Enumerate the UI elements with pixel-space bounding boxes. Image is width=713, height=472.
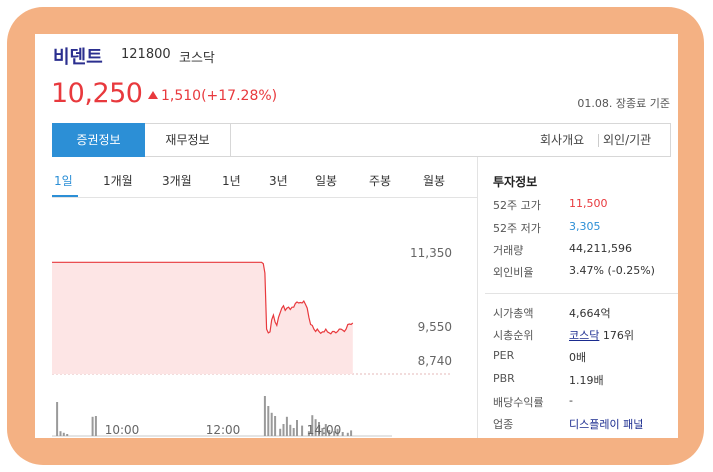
foreign-institution-link[interactable]: 외인/기관: [603, 133, 652, 147]
period-tab-daily[interactable]: 일봉: [315, 174, 338, 188]
tab-financial-info[interactable]: 재무정보: [145, 123, 231, 157]
volume-bar: [341, 432, 344, 436]
volume-bar: [324, 424, 327, 436]
period-tab-monthly[interactable]: 월봉: [423, 174, 446, 188]
volume-bar: [56, 402, 59, 436]
info-row: PER 0배: [493, 349, 673, 367]
info-row: 거래량 44,211,596: [493, 242, 673, 260]
info-row: PBR 1.19배: [493, 372, 673, 390]
volume-bar: [346, 432, 349, 436]
info-label: PER: [493, 349, 515, 362]
info-value: 0배: [569, 351, 587, 364]
info-value: 4,664억: [569, 307, 611, 320]
x-tick-label: 10:00: [105, 423, 140, 437]
volume-bar: [333, 431, 336, 436]
volume-bar: [59, 431, 62, 436]
volume-bar: [314, 419, 317, 436]
volume-bar: [285, 416, 288, 436]
market-rank-value: 176위: [599, 329, 634, 342]
volume-bar: [66, 434, 69, 436]
industry-link[interactable]: 디스플레이 패널: [569, 418, 644, 431]
info-row: 52주 저가 3,305: [493, 220, 673, 238]
volume-bar: [263, 396, 266, 436]
volume-bar: [311, 415, 314, 436]
price-change: 1,510(+17.28%): [161, 88, 278, 104]
period-tab-1d[interactable]: 1일: [54, 174, 73, 188]
volume-bar: [274, 416, 277, 436]
investment-info-separator: [485, 293, 678, 294]
info-row: 외인비율 3.47% (-0.25%): [493, 264, 673, 282]
period-tabs-divider: [52, 197, 477, 198]
market-rank-link[interactable]: 코스닥: [569, 329, 600, 342]
info-label: 시총순위: [493, 329, 534, 342]
volume-bar: [307, 431, 310, 436]
active-tab-underline: [52, 195, 78, 197]
volume-bar: [267, 406, 270, 436]
tab-securities-info[interactable]: 증권정보: [52, 123, 145, 157]
info-label: PBR: [493, 372, 515, 385]
info-value: 3,305: [569, 220, 601, 233]
volume-bar: [318, 422, 320, 436]
y-tick-label: 9,550: [418, 320, 452, 334]
volume-bar: [328, 430, 331, 436]
volume-bar: [91, 416, 94, 436]
volume-bar: [282, 424, 285, 436]
volume-bar: [350, 430, 353, 436]
period-tab-3y[interactable]: 3년: [269, 174, 288, 188]
volume-bar: [292, 428, 295, 436]
stock-name-link[interactable]: 비덴트: [53, 47, 103, 68]
info-label: 배당수익률: [493, 396, 544, 409]
price-line: [52, 261, 354, 335]
info-row: 52주 고가 11,500: [493, 197, 673, 215]
current-price: 10,250: [51, 78, 143, 109]
y-tick-label: 8,740: [418, 354, 452, 368]
period-tabs: 1일 1개월 3개월 1년 3년 일봉 주봉 월봉: [52, 172, 477, 197]
panel-divider: [477, 157, 478, 438]
info-row: 시총순위 코스닥 176위: [493, 327, 673, 345]
period-tab-1m[interactable]: 1개월: [103, 174, 133, 188]
info-value: 코스닥 176위: [569, 327, 634, 343]
period-tab-1y[interactable]: 1년: [222, 174, 241, 188]
info-label: 거래량: [493, 244, 524, 257]
info-row: 업종 디스플레이 패널: [493, 416, 673, 434]
volume-bar: [301, 425, 304, 436]
period-tab-weekly[interactable]: 주봉: [369, 174, 392, 188]
intraday-chart: 11,350 9,550 8,740 10:00 12:00 14:00: [52, 246, 452, 437]
info-tabs: 증권정보 재무정보 회사개요 외인/기관: [52, 123, 671, 157]
volume-bar: [62, 432, 65, 436]
company-overview-link[interactable]: 회사개요: [540, 133, 585, 147]
volume-bar: [296, 420, 298, 436]
x-tick-label: 14:00: [307, 423, 342, 437]
volume-bar: [336, 428, 339, 436]
info-row: 배당수익률 -: [493, 394, 673, 412]
info-row: 시가총액 4,664억: [493, 305, 673, 323]
y-tick-label: 11,350: [410, 246, 452, 260]
info-value: 3.47% (-0.25%): [569, 264, 655, 277]
info-label: 52주 저가: [493, 222, 541, 235]
volume-bar: [321, 428, 324, 436]
info-value: 44,211,596: [569, 242, 632, 255]
stock-market: 코스닥: [179, 51, 215, 66]
info-value: 1.19배: [569, 374, 604, 387]
x-tick-label: 12:00: [206, 423, 241, 437]
period-tab-3m[interactable]: 3개월: [162, 174, 192, 188]
stock-code: 121800: [121, 47, 171, 62]
stock-widget: 비덴트 121800 코스닥 10,250 1,510(+17.28%) 01.…: [35, 34, 678, 438]
volume-bar: [270, 412, 273, 436]
basis-date: 01.08. 장종료 기준: [577, 97, 670, 110]
info-label: 업종: [493, 418, 514, 431]
tab-separator: [598, 134, 599, 147]
info-label: 시가총액: [493, 307, 534, 320]
info-label: 52주 고가: [493, 199, 541, 212]
info-label: 외인비율: [493, 266, 534, 279]
info-value: 11,500: [569, 197, 608, 210]
up-arrow-icon: [148, 91, 158, 99]
investment-info-title: 투자정보: [493, 175, 538, 189]
volume-bar: [94, 416, 97, 436]
volume-bar: [279, 428, 282, 436]
info-value: -: [569, 394, 573, 407]
price-area-fill: [52, 262, 353, 374]
volume-bar: [289, 424, 292, 436]
